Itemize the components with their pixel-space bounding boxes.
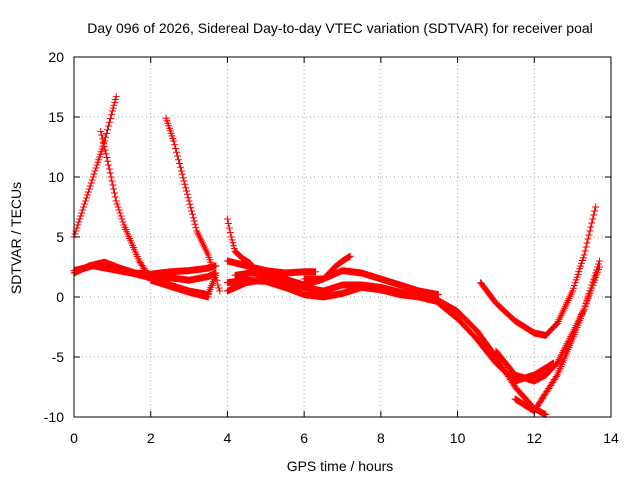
series-sat-o	[434, 299, 557, 385]
x-tick-label: 4	[224, 430, 232, 446]
marker-path-sat-p	[477, 203, 600, 339]
y-axis-label: SDTVAR / TECUs	[8, 182, 24, 294]
chart-title: Day 096 of 2026, Sidereal Day-to-day VTE…	[87, 20, 593, 36]
x-tick-label: 8	[377, 430, 385, 446]
y-tick-label: -10	[44, 409, 64, 425]
marker-path-sat-a	[70, 93, 120, 241]
x-tick-label: 6	[300, 430, 308, 446]
series-sat-i	[223, 257, 320, 277]
x-axis-label: GPS time / hours	[287, 458, 394, 474]
series-sat-p	[477, 203, 600, 339]
x-tick-label: 0	[70, 430, 78, 446]
y-tick-label: 15	[48, 109, 64, 125]
x-tick-label: 2	[147, 430, 155, 446]
ticks-layer: 0 2 4 6 8 10 12 14 -10 -5 0 5 10 15 20	[44, 49, 619, 446]
marker-path-gap-points	[204, 271, 224, 297]
y-tick-label: 10	[48, 169, 64, 185]
series-gap-points	[204, 271, 224, 297]
marker-path-sat-f	[162, 114, 216, 271]
marker-path-sat-r	[511, 257, 603, 415]
grid-layer	[74, 57, 611, 417]
x-tick-label: 10	[450, 430, 466, 446]
x-tick-label: 12	[526, 430, 542, 446]
marker-path-sat-h	[223, 215, 254, 267]
y-tick-label: -5	[52, 349, 65, 365]
series-sat-l	[223, 276, 442, 303]
y-tick-label: 0	[56, 289, 64, 305]
marker-path-sat-g	[147, 276, 212, 301]
series-sat-h	[223, 215, 254, 267]
series-sat-r	[511, 257, 603, 415]
series-sat-f	[162, 114, 216, 271]
marker-path-sat-b	[97, 127, 151, 277]
marker-path-sat-i	[223, 257, 320, 277]
series-sat-a	[70, 93, 120, 241]
series-sat-n	[415, 287, 550, 419]
y-tick-label: 5	[56, 229, 64, 245]
marker-path-sat-l	[223, 276, 442, 303]
x-tick-label: 14	[603, 430, 619, 446]
marker-path-sat-o	[434, 299, 557, 385]
series-sat-b	[97, 127, 151, 277]
series-sat-g	[147, 276, 212, 301]
y-tick-label: 20	[48, 49, 64, 65]
marker-path-sat-n	[415, 287, 550, 419]
